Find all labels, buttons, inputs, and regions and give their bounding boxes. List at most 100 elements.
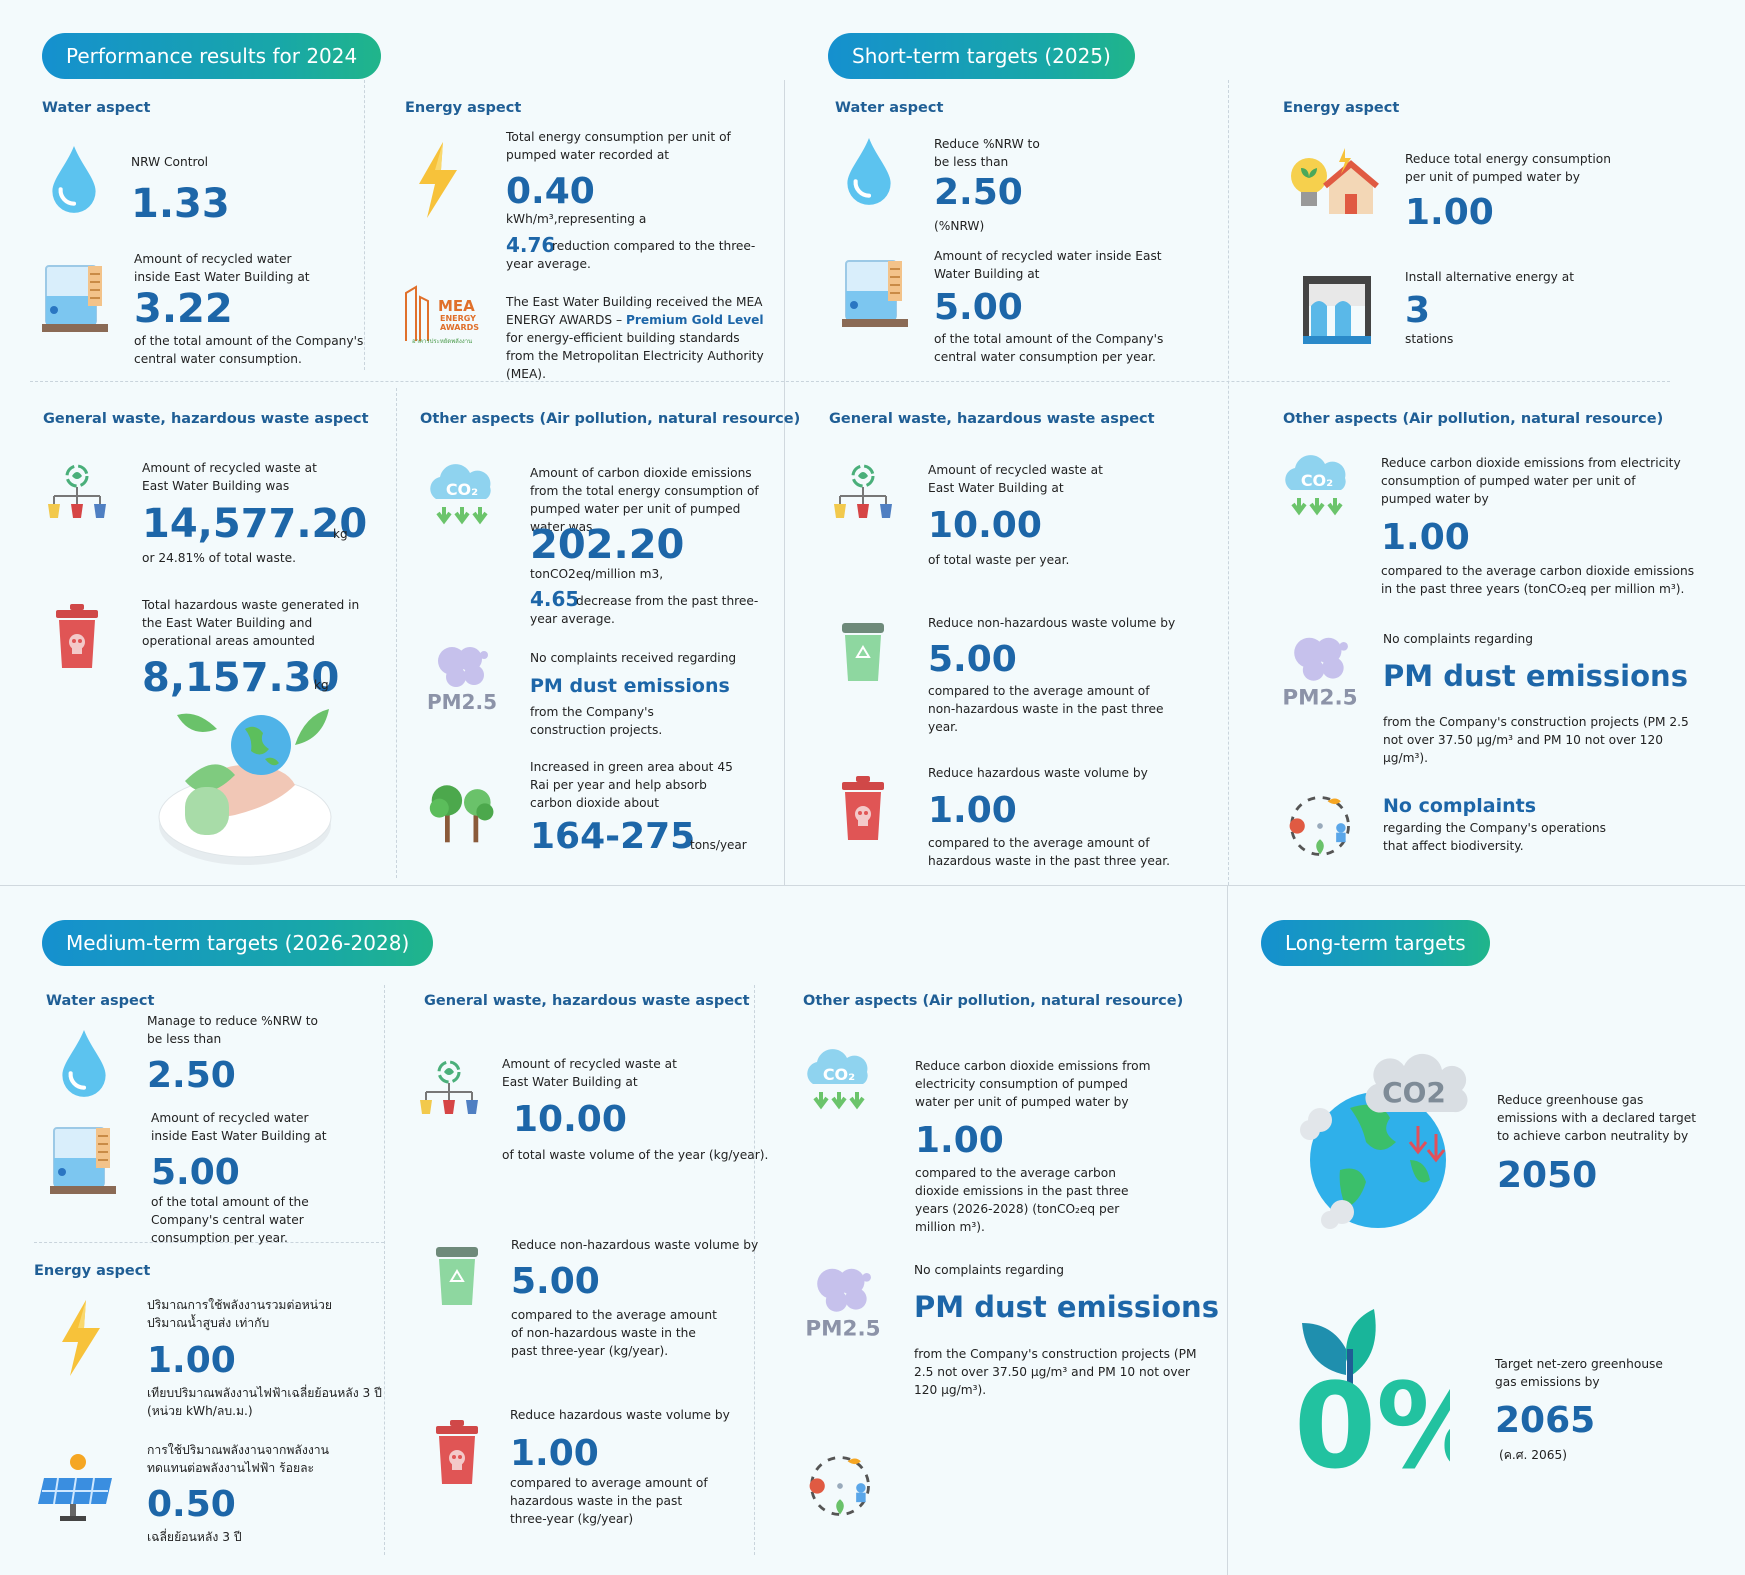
co2-value: 1.00 <box>915 1120 1004 1161</box>
nonhaz-note: compared to the average amount of non-ha… <box>511 1308 717 1358</box>
hydro-dam-icon <box>1297 270 1377 350</box>
hazardous-bin-icon <box>838 774 888 844</box>
recycle-bin-icon <box>432 1238 482 1310</box>
divider <box>1228 80 1229 885</box>
alt-energy-label: Install alternative energy at <box>1405 270 1575 284</box>
alt-energy-value: 0.50 <box>147 1484 236 1525</box>
recycle-bins-icon <box>42 462 112 532</box>
nrw-label: NRW Control <box>131 155 209 169</box>
haz-value: 1.00 <box>928 790 1017 831</box>
co2-cloud-icon <box>1277 446 1357 526</box>
energy-label: ปริมาณการใช้พลังงานรวมต่อหน่วยปริมาณน้ำส… <box>147 1298 333 1330</box>
co2-note: compared to the average carbon dioxide e… <box>1381 564 1695 596</box>
pm-dust-icon <box>800 1258 886 1344</box>
biodiversity-icon <box>802 1448 878 1524</box>
section-title: Energy aspect <box>405 100 522 116</box>
pm-dust-icon <box>1277 627 1363 713</box>
divider <box>754 985 755 1555</box>
recycled-water-value: 3.22 <box>134 286 233 332</box>
water-tank-icon <box>40 260 110 340</box>
section-title: Water aspect <box>42 100 151 116</box>
energy-reduction-note: reduction compared to the three-year ave… <box>506 239 756 271</box>
svg-text:0%: 0% <box>1294 1357 1450 1480</box>
co2-value: 1.00 <box>1381 517 1470 558</box>
recycled-waste-note: of total waste volume of the year (kg/ye… <box>502 1148 769 1162</box>
co2-unit: tonCO2eq/million m3, <box>530 567 664 581</box>
divider <box>0 885 1745 886</box>
energy-value: 0.40 <box>506 171 595 212</box>
divider <box>784 80 785 885</box>
recycled-waste-label: Amount of recycled waste at East Water B… <box>928 463 1103 495</box>
section-title: General waste, hazardous waste aspect <box>43 411 369 427</box>
co2-label: Amount of carbon dioxide emissions from … <box>530 466 759 534</box>
nrw-label: Manage to reduce %NRW to be less than <box>147 1014 318 1046</box>
medium-term-pill: Medium-term targets (2026-2028) <box>42 920 434 966</box>
nrw-unit: (%NRW) <box>934 219 985 233</box>
nrw-value: 1.33 <box>131 181 230 227</box>
pm-note: from the Company's construction projects… <box>530 705 663 737</box>
recycled-waste-note: of total waste per year. <box>928 553 1070 567</box>
lightning-icon <box>413 140 463 220</box>
svg-text:AWARDS: AWARDS <box>440 323 479 332</box>
svg-text:ENERGY: ENERGY <box>440 314 476 323</box>
section-title: Energy aspect <box>1283 100 1400 116</box>
water-drop-icon <box>48 144 100 216</box>
nrw-value: 2.50 <box>934 172 1023 213</box>
long-term-pill: Long-term targets <box>1261 920 1490 966</box>
mea-award-text: The East Water Building received the MEA… <box>506 295 764 381</box>
hazardous-waste-label: Total hazardous waste generated in the E… <box>142 598 360 648</box>
co2-label: Reduce carbon dioxide emissions from ele… <box>915 1059 1151 1109</box>
recycled-waste-value: 14,577.20 <box>142 501 368 547</box>
recycle-bin-icon <box>838 614 888 686</box>
energy-value: 1.00 <box>147 1340 236 1381</box>
recycled-water-label: Amount of recycled water inside East Wat… <box>151 1111 327 1143</box>
section-title: General waste, hazardous waste aspect <box>829 411 1155 427</box>
nrw-label: Reduce %NRW to be less than <box>934 137 1040 169</box>
divider <box>30 381 1670 382</box>
alt-energy-note: เฉลี่ยย้อนหลัง 3 ปี <box>147 1530 242 1544</box>
divider <box>1227 885 1228 1575</box>
net-zero-value: 2065 <box>1495 1400 1596 1441</box>
green-area-unit: tons/year <box>690 838 747 852</box>
recycled-waste-unit: kg <box>333 527 348 541</box>
recycled-waste-label: Amount of recycled waste at East Water B… <box>502 1057 677 1089</box>
hazardous-waste-unit: kg <box>314 678 329 692</box>
nonhaz-label: Reduce non-hazardous waste volume by <box>928 616 1176 630</box>
recycled-water-note: of the total amount of the Company's cen… <box>151 1195 309 1245</box>
divider <box>34 1242 384 1243</box>
nonhaz-value: 5.00 <box>511 1261 600 1302</box>
hazardous-bin-icon <box>52 602 102 672</box>
alt-energy-unit: stations <box>1405 332 1454 346</box>
alt-energy-value: 3 <box>1405 290 1431 331</box>
co2-decrease-value: 4.65 <box>530 587 580 611</box>
recycled-water-value: 5.00 <box>934 287 1023 328</box>
green-area-value: 164-275 <box>530 816 696 857</box>
energy-label: Reduce total energy consumption per unit… <box>1405 152 1611 184</box>
pm-dust-icon <box>422 637 502 717</box>
recycled-water-label: Amount of recycled water inside East Wat… <box>134 252 310 284</box>
co2-cloud-icon <box>799 1040 879 1120</box>
energy-label: Total energy consumption per unit of pum… <box>506 130 731 162</box>
energy-unit: kWh/m³,representing a <box>506 212 647 226</box>
nonhaz-value: 5.00 <box>928 639 1017 680</box>
haz-note: compared to average amount of hazardous … <box>510 1476 708 1526</box>
svg-text:อาคารประหยัดพลังงาน: อาคารประหยัดพลังงาน <box>412 338 472 345</box>
water-tank-icon <box>840 255 910 335</box>
svg-text:CO2: CO2 <box>1382 1076 1446 1109</box>
water-drop-icon <box>843 136 895 208</box>
globe-co2-icon: CO2 <box>1300 1053 1468 1229</box>
pm-label: No complaints regarding <box>1383 632 1534 646</box>
section-title: Water aspect <box>835 100 944 116</box>
lightning-icon <box>56 1298 106 1378</box>
bulb-house-icon <box>1285 136 1385 232</box>
green-area-label: Increased in green area about 45 Rai per… <box>530 760 733 810</box>
recycled-waste-note: or 24.81% of total waste. <box>142 551 296 565</box>
pm-value: PM dust emissions <box>1383 659 1688 693</box>
haz-value: 1.00 <box>510 1433 599 1474</box>
section-title: Water aspect <box>46 993 155 1009</box>
co2-cloud-icon <box>422 455 502 535</box>
svg-text:MEA: MEA <box>438 297 475 315</box>
nonhaz-label: Reduce non-hazardous waste volume by <box>511 1238 759 1252</box>
energy-note: เทียบปริมาณพลังงานไฟฟ้าเฉลี่ยย้อนหลัง 3 … <box>147 1386 382 1418</box>
recycled-water-note: of the total amount of the Company's cen… <box>134 334 364 366</box>
